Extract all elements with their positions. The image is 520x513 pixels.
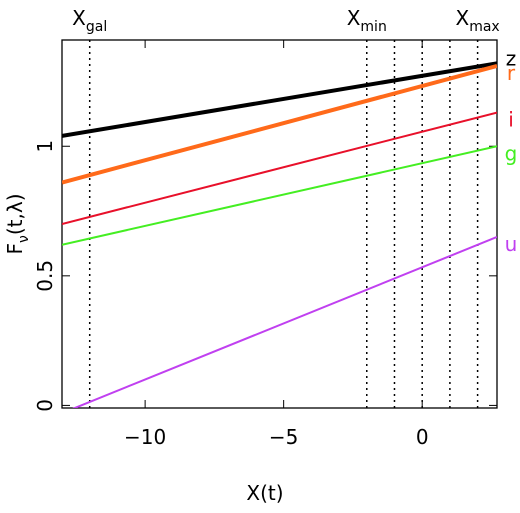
annotation-sub: gal bbox=[86, 19, 107, 35]
series-label: u bbox=[505, 232, 518, 256]
y-label-rest: (t,λ) bbox=[3, 194, 27, 236]
series-line bbox=[62, 111, 497, 225]
annotation-sub: max bbox=[469, 19, 500, 35]
series-line bbox=[62, 61, 497, 138]
annotation-main: X bbox=[347, 6, 361, 30]
annotation: Xgal bbox=[72, 6, 107, 35]
annotation: Xmin bbox=[347, 6, 387, 35]
series-line bbox=[62, 145, 497, 246]
annotation-main: X bbox=[72, 6, 86, 30]
y-axis-label: Fν(t,λ) bbox=[3, 194, 32, 255]
series-line bbox=[72, 236, 497, 408]
annotation: Xmax bbox=[455, 6, 499, 35]
annotation-sub: min bbox=[360, 19, 386, 35]
series-label: g bbox=[505, 141, 518, 165]
x-tick-label: −5 bbox=[269, 425, 298, 449]
y-tick-label: 1 bbox=[33, 140, 57, 153]
x-tick-label: −10 bbox=[124, 425, 166, 449]
series-label: z bbox=[506, 46, 517, 70]
y-label-main: F bbox=[3, 243, 27, 255]
y-tick-label: 0 bbox=[33, 399, 57, 412]
x-axis-label: X(t) bbox=[246, 481, 283, 505]
y-label-sub: ν bbox=[16, 235, 32, 243]
series-line bbox=[62, 63, 497, 185]
series-label: r bbox=[507, 61, 516, 85]
x-tick-label: 0 bbox=[416, 425, 429, 449]
annotation-main: X bbox=[455, 6, 469, 30]
plot-frame bbox=[61, 39, 498, 409]
y-tick-label: 0.5 bbox=[33, 260, 57, 292]
series-label: i bbox=[508, 108, 514, 132]
